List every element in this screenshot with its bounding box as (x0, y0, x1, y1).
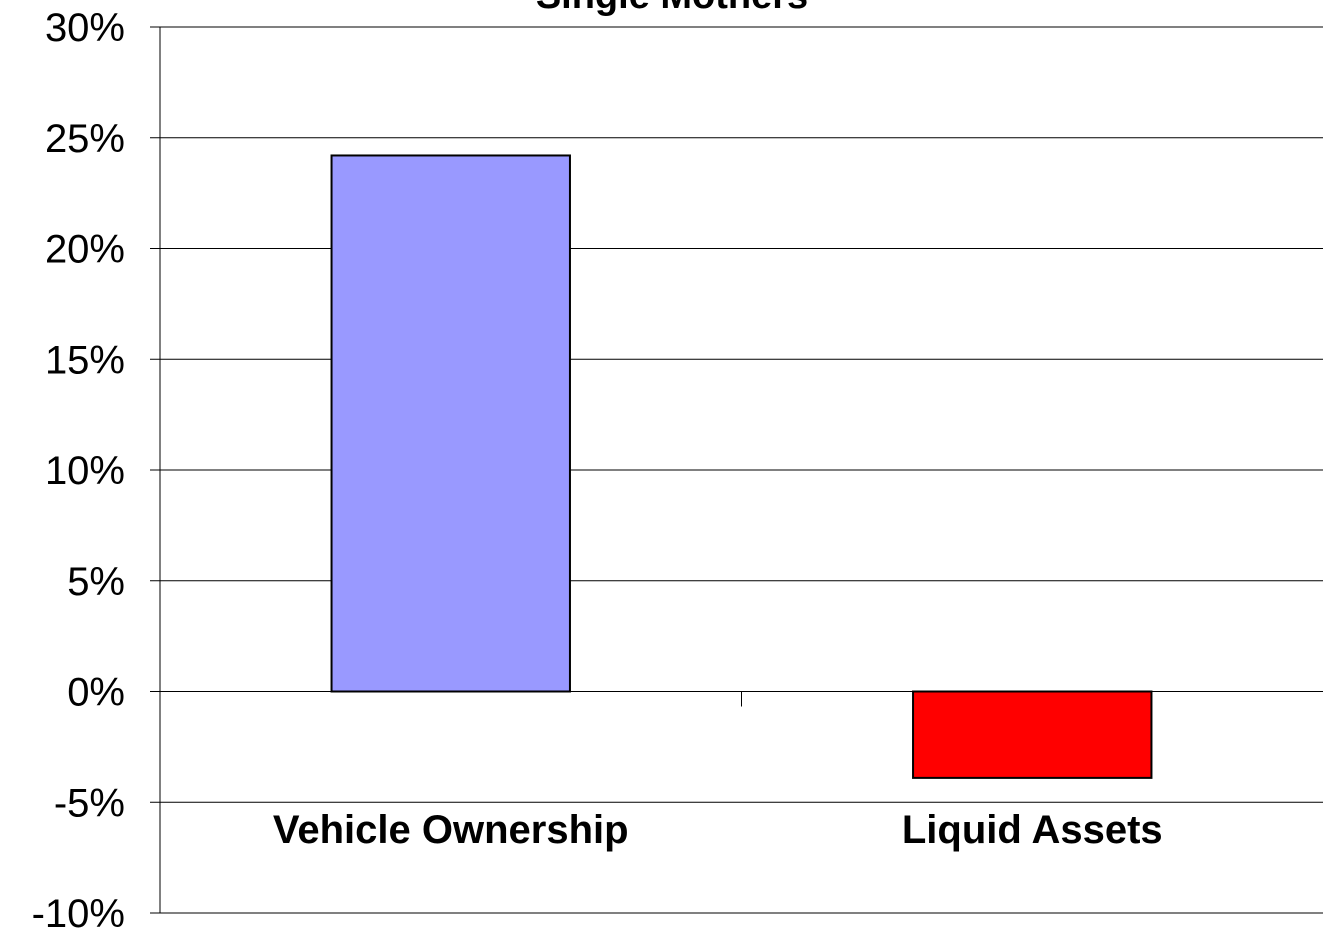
y-tick-label: 0% (67, 671, 125, 715)
x-tick-label: Liquid Assets (902, 808, 1163, 852)
y-tick-label: 10% (45, 449, 125, 493)
y-tick-label: 20% (45, 228, 125, 272)
x-tick-label: Vehicle Ownership (273, 808, 629, 852)
y-tick-label: 25% (45, 117, 125, 161)
y-tick-label: 30% (45, 6, 125, 50)
bar (912, 690, 1153, 779)
y-tick-label: -10% (32, 892, 125, 934)
y-tick-label: 15% (45, 338, 125, 382)
chart-title: Single Mothers (536, 0, 808, 17)
bar (330, 154, 571, 693)
y-tick-label: 5% (67, 560, 125, 604)
y-tick-label: -5% (54, 781, 125, 825)
